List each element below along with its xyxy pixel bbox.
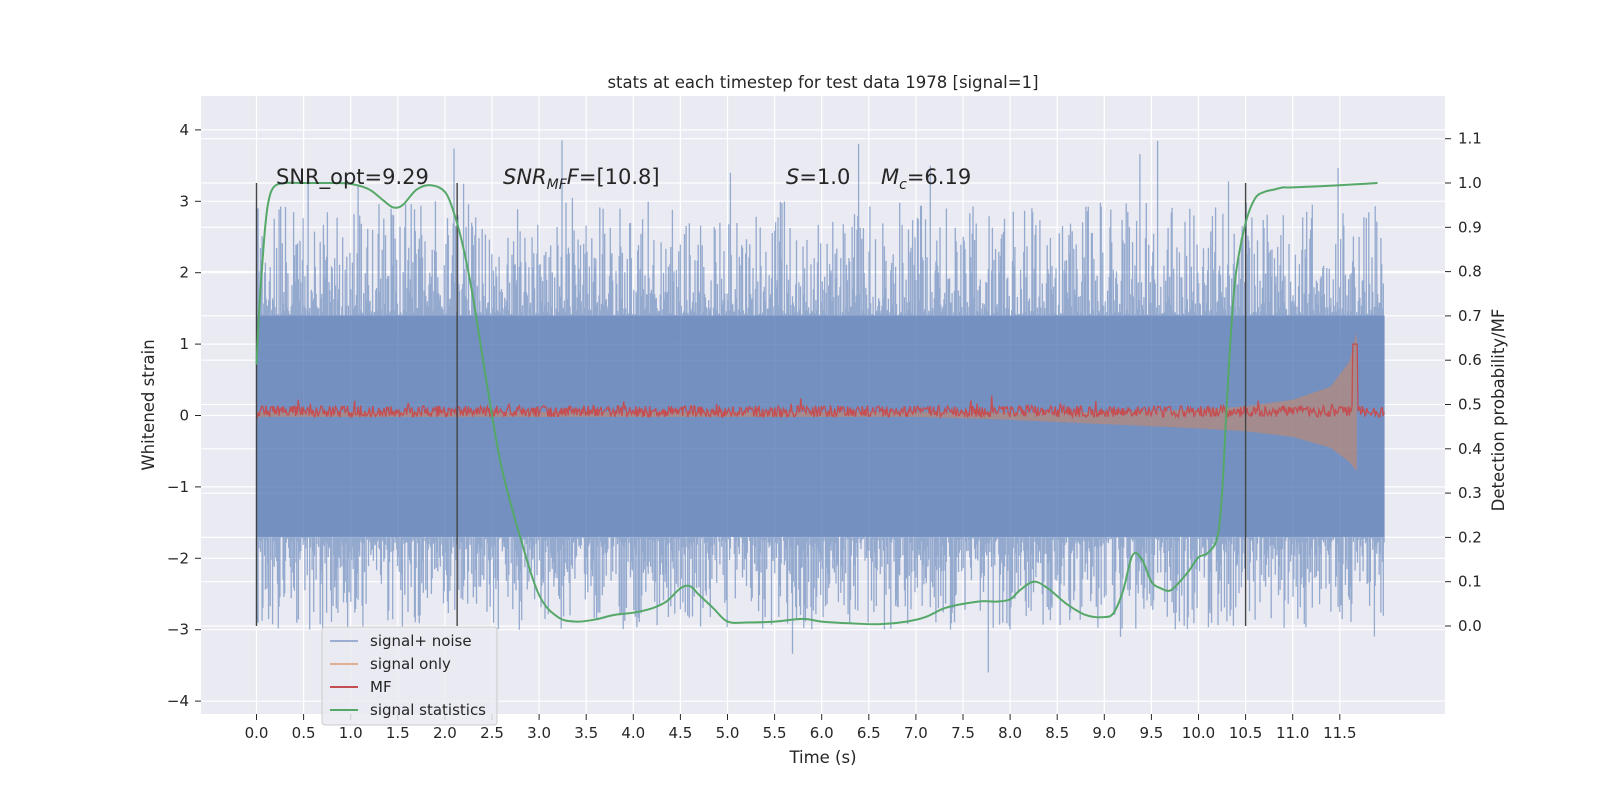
y-right-tick-label: 0.5: [1458, 396, 1482, 414]
y-axis-right: 1.1 1.0 0.9 0.8 0.7 0.6 0.5 0.4 0.3 0.2 0.1 0.0: [1445, 130, 1482, 635]
y-axis-left: 4 3 2 1 0 −1 −2 −3 −4: [167, 121, 201, 710]
series-mf: [255, 343, 1385, 420]
x-tick-label: 9.0: [1092, 724, 1116, 742]
y-axis-label: Whitened strain: [139, 339, 158, 470]
x-tick-label: 3.5: [574, 724, 598, 742]
y-right-tick-label: 0.6: [1458, 351, 1482, 369]
y-right-tick-label: 0.8: [1458, 263, 1482, 281]
y-tick-label: −1: [167, 478, 189, 496]
y-right-tick-label: 1.1: [1458, 130, 1482, 148]
vertical-markers: [255, 183, 1247, 626]
data-layer: [255, 140, 1385, 673]
y-right-tick-label: 0.2: [1458, 528, 1482, 546]
y-tick-label: −2: [167, 549, 189, 567]
x-tick-label: 1.0: [339, 724, 363, 742]
x-tick-label: 5.0: [716, 724, 740, 742]
signal-statistics-layer: [255, 181, 1378, 626]
x-tick-label: 5.5: [763, 724, 787, 742]
x-tick-label: 6.5: [857, 724, 881, 742]
x-tick-label: 10.0: [1182, 724, 1215, 742]
x-tick-label: 0.5: [292, 724, 316, 742]
x-tick-label: 8.5: [1045, 724, 1069, 742]
y-right-tick-label: 0.3: [1458, 484, 1482, 502]
series-signal-noise-band: [256, 315, 1385, 537]
y-tick-label: 3: [179, 192, 189, 210]
legend-label-signal-noise: signal+ noise: [370, 632, 472, 650]
y-right-tick-label: 0.4: [1458, 440, 1482, 458]
x-tick-label: 9.5: [1139, 724, 1163, 742]
chart-title: stats at each timestep for test data 197…: [607, 73, 1038, 92]
x-tick-label: 11.5: [1323, 724, 1356, 742]
y-tick-label: −4: [167, 692, 189, 710]
x-tick-label: 2.0: [433, 724, 457, 742]
y-tick-label: 1: [179, 335, 189, 353]
y-right-tick-label: 1.0: [1458, 174, 1482, 192]
x-tick-label: 10.5: [1229, 724, 1262, 742]
legend-label-signal-statistics: signal statistics: [370, 701, 486, 719]
x-tick-label: 7.5: [951, 724, 975, 742]
x-tick-label: 8.0: [998, 724, 1022, 742]
x-tick-label: 4.5: [668, 724, 692, 742]
y-tick-label: 2: [179, 264, 189, 282]
x-axis: 0.0 0.5 1.0 1.5 2.0 2.5 3.0 3.5 4.0 4.5 5.0 5.5 6.0 6…: [245, 714, 1357, 742]
x-tick-label: 0.0: [245, 724, 269, 742]
y-right-tick-label: 0.9: [1458, 218, 1482, 236]
x-axis-label: Time (s): [788, 748, 856, 767]
annotation-snr-opt: SNR_opt=9.29: [276, 165, 429, 190]
x-tick-label: 3.0: [527, 724, 551, 742]
annotation-s: S=1.0: [786, 165, 850, 189]
x-tick-label: 4.0: [621, 724, 645, 742]
x-tick-label: 2.5: [480, 724, 504, 742]
annotation-snr-mf: SNRMFF=[10.8]: [503, 165, 660, 193]
y-right-tick-label: 0.0: [1458, 617, 1482, 635]
y-right-tick-label: 0.7: [1458, 307, 1482, 325]
x-tick-label: 7.0: [904, 724, 928, 742]
y-tick-label: −3: [167, 621, 189, 639]
legend-label-signal-only: signal only: [370, 655, 451, 673]
annotation-mc: Mc=6.19: [881, 165, 971, 193]
x-tick-label: 11.0: [1276, 724, 1309, 742]
y-right-tick-label: 0.1: [1458, 573, 1482, 591]
x-tick-label: 1.5: [386, 724, 410, 742]
y-tick-label: 0: [179, 407, 189, 425]
legend-box: [321, 626, 498, 726]
series-signal-statistics: [255, 181, 1378, 626]
y-tick-label: 4: [179, 121, 189, 139]
legend-label-mf: MF: [370, 678, 392, 696]
legend: signal+ noise signal only MF signal stat…: [321, 626, 498, 726]
y-axis-right-label: Detection probability/MF: [1489, 309, 1508, 512]
x-tick-label: 6.0: [810, 724, 834, 742]
